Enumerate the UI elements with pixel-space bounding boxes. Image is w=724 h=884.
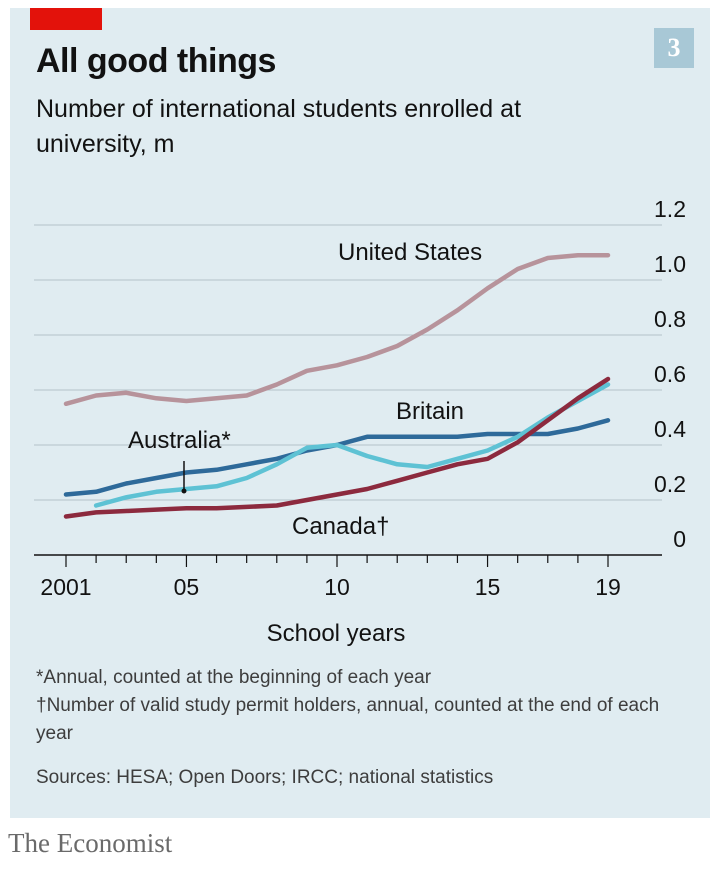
x-tick-label: 2001 (40, 574, 91, 600)
chart-title: All good things (36, 42, 276, 80)
x-tick-label: 05 (174, 574, 200, 600)
series-line-united-states (63, 252, 611, 407)
brand-wordmark: The Economist (8, 828, 173, 858)
chart-subtitle: Number of international students enrolle… (36, 95, 522, 158)
tick-labels: 0 0.2 0.4 0.6 0.8 1.0 1.2 2001 05 10 15 19 (40, 196, 686, 600)
brand-red-tag (30, 8, 102, 30)
gridlines (34, 224, 662, 567)
label-australia: Australia* (128, 427, 231, 454)
footnote-australia: *Annual, counted at the beginning of eac… (36, 667, 432, 688)
y-tick-label: 1.2 (654, 196, 686, 222)
x-tick-label: 15 (475, 574, 501, 600)
series-labels: United States Britain Australia* Canada† (128, 239, 482, 540)
series-line-australia (93, 382, 611, 508)
series-lines (63, 252, 611, 519)
x-tick-label: 19 (595, 574, 621, 600)
y-tick-label: 0.2 (654, 471, 686, 497)
australia-pointer-dot (181, 488, 187, 494)
x-tick-label: 10 (324, 574, 350, 600)
y-tick-label: 0.4 (654, 416, 686, 442)
y-tick-label: 0.6 (654, 361, 686, 387)
footnotes: *Annual, counted at the beginning of eac… (36, 664, 676, 792)
y-tick-label: 0.8 (654, 306, 686, 332)
chart-number-badge: 3 (654, 28, 694, 68)
label-canada: Canada† (292, 513, 389, 540)
x-axis-title: School years (267, 620, 406, 647)
series-line-canada (63, 376, 611, 519)
footnote-canada: †Number of valid study permit holders, a… (36, 695, 660, 744)
chart-panel (10, 8, 710, 818)
sources-line: Sources: HESA; Open Doors; IRCC; nationa… (36, 767, 494, 788)
label-britain: Britain (396, 398, 464, 425)
y-tick-label: 1.0 (654, 251, 686, 277)
label-united-states: United States (338, 239, 482, 266)
y-tick-label: 0 (673, 526, 686, 552)
